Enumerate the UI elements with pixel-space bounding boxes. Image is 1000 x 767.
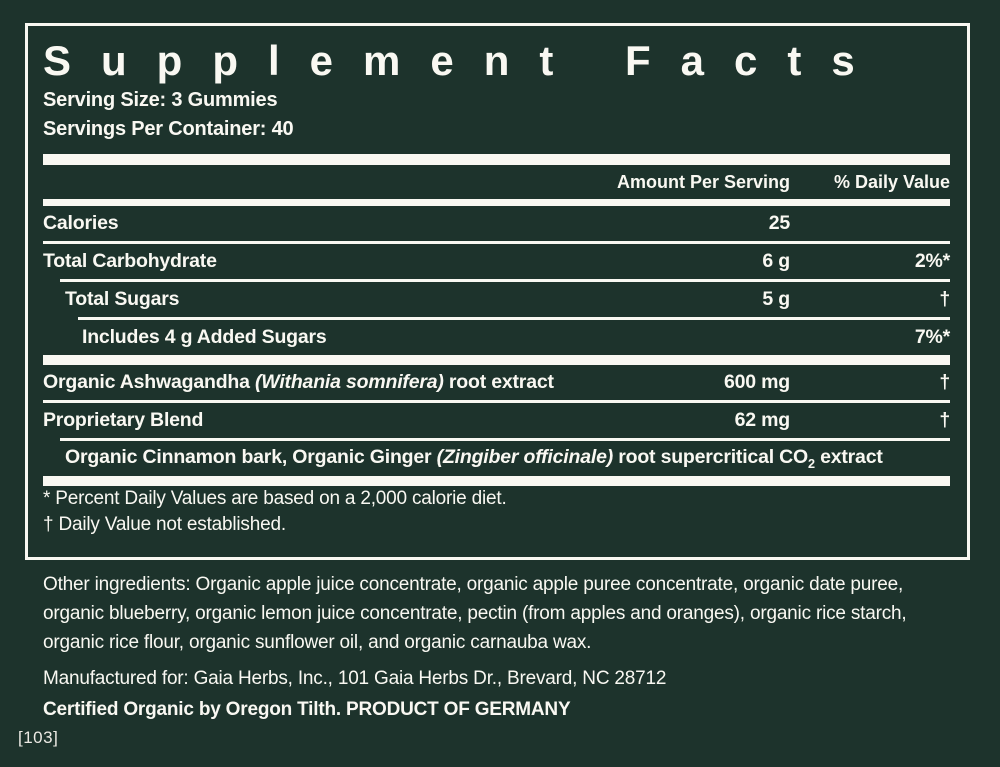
name-text: Organic Cinnamon bark, Organic Ginger [65,446,437,469]
column-header-row: Amount Per Serving % Daily Value [43,165,950,199]
nutrient-name: Organic Cinnamon bark, Organic Ginger (Z… [43,446,950,471]
name-suffix: extract [814,446,883,469]
latin-name: (Withania somnifera) [255,371,444,393]
label-details: Other ingredients: Organic apple juice c… [43,570,959,724]
manufactured-for-text: Manufactured for: Gaia Herbs, Inc., 101 … [43,668,667,689]
nutrient-daily-value: 2%* [914,250,950,272]
separator-thin [43,241,950,244]
separator-thin [60,279,950,282]
divider-thick [43,154,950,165]
row-calories: Calories 25 [43,206,950,241]
row-ashwagandha: Organic Ashwagandha (Withania somnifera)… [43,365,950,400]
nutrient-daily-value: † [939,371,950,393]
row-blend-ingredients: Organic Cinnamon bark, Organic Ginger (Z… [43,441,950,476]
nutrient-amount: 62 mg [734,409,791,431]
row-total-sugars: Total Sugars 5 g † [43,282,950,317]
nutrient-name: Total Sugars [65,288,180,310]
servings-per-container: Servings Per Container: 40 [43,118,294,140]
name-suffix: root extract [443,371,554,393]
daily-value-header: % Daily Value [833,171,950,192]
name-text: Organic Ashwagandha [43,371,255,393]
row-added-sugars: Includes 4 g Added Sugars 7%* [43,320,950,355]
nutrient-name: Includes 4 g Added Sugars [82,326,327,348]
other-ingredients-text: Other ingredients: Organic apple juice c… [43,574,907,653]
certification-text: Certified Organic by Oregon Tilth. PRODU… [43,699,571,720]
nutrient-amount: 600 mg [723,371,790,393]
nutrient-name: Organic Ashwagandha (Withania somnifera)… [43,371,630,394]
divider-thick [43,476,950,486]
nutrient-amount: 5 g [762,288,790,310]
nutrient-daily-value: † [939,288,950,310]
panel-title: Supplement Facts [43,37,885,84]
footnote-daily-value-not-established: † Daily Value not established. [43,514,286,535]
footnote-percent-daily-value: * Percent Daily Values are based on a 2,… [43,488,507,509]
separator-thin [78,317,950,320]
nutrient-daily-value: † [939,409,950,431]
divider-thick [43,355,950,365]
divider-medium [43,199,950,206]
nutrient-amount: 6 g [762,250,790,272]
co2-subscript: 2 [808,456,815,471]
nutrient-amount: 25 [768,212,790,234]
name-mid: root supercritical CO [613,446,809,469]
nutrient-daily-value: 7%* [914,326,950,348]
nutrient-name: Calories [43,212,119,234]
label-code: [103] [18,728,59,747]
separator-thin [43,400,950,403]
row-total-carbohydrate: Total Carbohydrate 6 g 2%* [43,244,950,279]
supplement-facts-panel: Supplement Facts Serving Size: 3 Gummies… [25,23,970,560]
row-proprietary-blend: Proprietary Blend 62 mg † [43,403,950,438]
amount-per-serving-header: Amount Per Serving [616,171,790,192]
nutrient-name: Proprietary Blend [43,409,204,431]
separator-thin [60,438,950,441]
nutrient-name: Total Carbohydrate [43,250,217,272]
latin-name: (Zingiber officinale) [436,446,614,469]
serving-size: Serving Size: 3 Gummies [43,89,278,111]
